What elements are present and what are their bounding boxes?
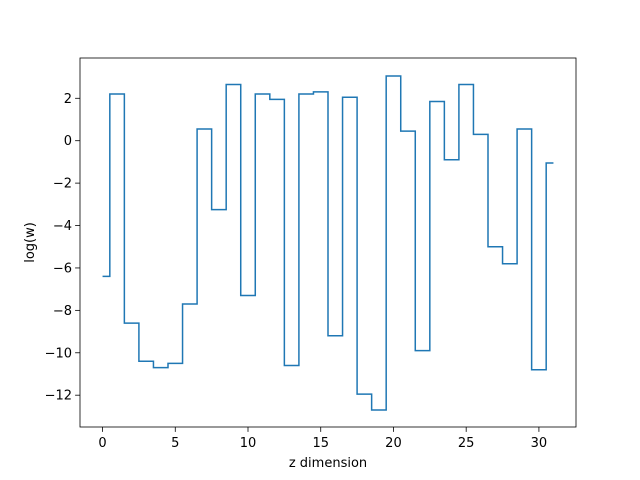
y-tick-label: 0 xyxy=(64,134,72,149)
series-line-0 xyxy=(102,75,554,411)
y-tick-label: −10 xyxy=(45,346,72,361)
x-axis-label: z dimension xyxy=(289,456,367,471)
x-axis-ticks: 0 5 10 15 20 25 30 xyxy=(98,427,547,451)
y-axis-ticks: −12 −10 −8 −6 −4 −2 0 2 xyxy=(45,92,80,404)
y-tick-label: −4 xyxy=(53,219,72,234)
y-tick-label: −12 xyxy=(45,389,72,404)
plot-area xyxy=(102,75,554,411)
y-tick-label: 2 xyxy=(64,92,72,107)
x-tick-label: 5 xyxy=(171,436,179,451)
y-tick-label: −8 xyxy=(53,304,72,319)
x-tick-label: 25 xyxy=(458,436,475,451)
y-axis-label: log(w) xyxy=(23,222,38,263)
axes-frame xyxy=(79,57,577,428)
y-tick-label: −6 xyxy=(53,261,72,276)
x-tick-label: 15 xyxy=(312,436,329,451)
x-tick-label: 0 xyxy=(98,436,106,451)
x-tick-label: 30 xyxy=(531,436,548,451)
x-tick-label: 10 xyxy=(240,436,257,451)
x-tick-label: 20 xyxy=(385,436,402,451)
y-tick-label: −2 xyxy=(53,177,72,192)
